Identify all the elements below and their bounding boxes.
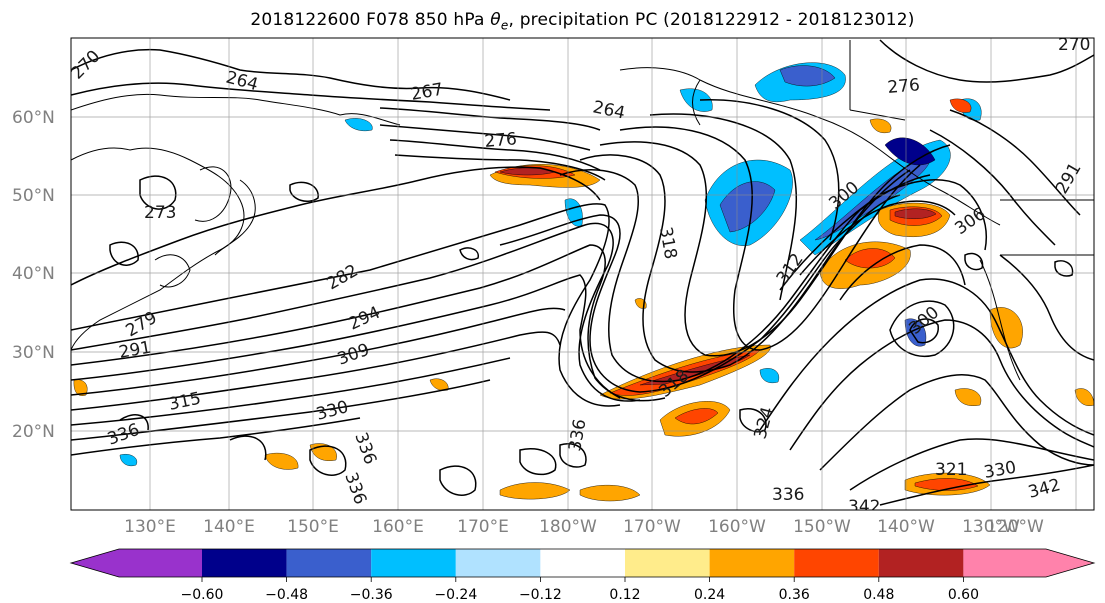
colorbar-tick-label: 0.36 bbox=[779, 587, 810, 603]
colorbar-segment bbox=[371, 549, 456, 577]
colorbar-segment bbox=[540, 549, 625, 577]
contour-label: 342 bbox=[848, 497, 880, 517]
contour-label: 276 bbox=[887, 75, 921, 98]
latitude-labels: 60°N 50°N 40°N 30°N 20°N bbox=[12, 108, 55, 442]
lon-label: 170°E bbox=[457, 517, 509, 537]
colorbar-tick-label: −0.48 bbox=[265, 587, 308, 603]
contour-label: 336 bbox=[772, 485, 804, 505]
contour-label: 321 bbox=[935, 460, 967, 480]
colorbar-segment bbox=[878, 549, 964, 577]
lon-label: 150°E bbox=[287, 517, 339, 537]
lon-label: 170°W bbox=[623, 517, 681, 537]
lon-label: 180°W bbox=[539, 517, 597, 537]
colorbar-segment bbox=[286, 549, 372, 577]
colorbar-segment bbox=[202, 549, 287, 577]
colorbar-tick-label: −0.12 bbox=[519, 587, 562, 603]
colorbar-segment bbox=[963, 549, 1094, 577]
lat-label: 20°N bbox=[12, 422, 55, 442]
lat-label: 30°N bbox=[12, 343, 55, 363]
longitude-labels: 130°E 140°E 150°E 160°E 170°E 180°W 170°… bbox=[124, 517, 1044, 537]
colorbar-tick-label: −0.36 bbox=[350, 587, 393, 603]
lon-label: 140°E bbox=[203, 517, 255, 537]
contour-label: 270 bbox=[1058, 35, 1090, 55]
colorbar-segment bbox=[794, 549, 879, 577]
map-border bbox=[70, 37, 1095, 511]
lon-label: 120°W bbox=[986, 517, 1044, 537]
lon-label: 130°W bbox=[962, 517, 1020, 537]
contour-label: 273 bbox=[144, 203, 176, 223]
lon-label: 160°E bbox=[372, 517, 424, 537]
colorbar-tick-label: 0.24 bbox=[694, 587, 725, 603]
colorbar-segment bbox=[625, 549, 710, 577]
colorbar-segment bbox=[709, 549, 795, 577]
lon-label: 140°W bbox=[877, 517, 935, 537]
colorbar-tick-label: 0.12 bbox=[609, 587, 640, 603]
colorbar-tick-label: 0.48 bbox=[863, 587, 894, 603]
lon-label: 150°W bbox=[793, 517, 851, 537]
coastlines bbox=[71, 40, 1094, 381]
lat-label: 50°N bbox=[12, 186, 55, 206]
map-title: 2018122600 F078 850 hPa θe, precipitatio… bbox=[250, 10, 915, 33]
colorbar-segment bbox=[71, 549, 202, 577]
colorbar-outline bbox=[69, 548, 1096, 578]
lat-label: 40°N bbox=[12, 264, 55, 284]
colorbar-tick-label: −0.24 bbox=[434, 587, 477, 603]
lat-label: 60°N bbox=[12, 108, 55, 128]
colorbar-ticks: −0.60 −0.48 −0.36 −0.24 −0.12 0.12 0.24 0.36 0.4… bbox=[181, 577, 979, 603]
colorbar-tick-label: −0.60 bbox=[181, 587, 224, 603]
colorbar-segment bbox=[455, 549, 541, 577]
graticule bbox=[71, 38, 1094, 510]
colorbar-tick-label: 0.60 bbox=[948, 587, 979, 603]
contour-label: 276 bbox=[484, 129, 518, 152]
colorbar bbox=[69, 548, 1096, 578]
lon-label: 130°E bbox=[124, 517, 176, 537]
lon-label: 160°W bbox=[708, 517, 766, 537]
theta-e-contours bbox=[71, 39, 1094, 506]
